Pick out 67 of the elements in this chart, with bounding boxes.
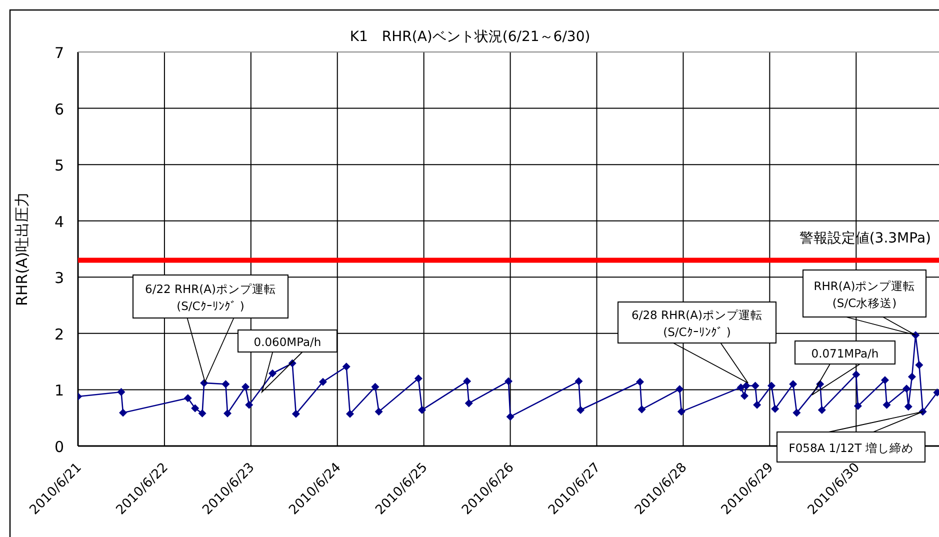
y-tick-label: 3 [54,269,64,288]
point [371,382,380,391]
point [677,408,686,416]
point [418,406,426,414]
point [751,382,760,390]
point [636,378,644,386]
point [222,380,230,388]
point [464,399,473,408]
point [184,394,192,402]
point [191,404,200,412]
y-tick-label: 4 [54,212,64,231]
point [742,382,750,390]
point [117,388,126,396]
point [789,380,798,388]
point [224,409,232,418]
annotation: RHR(A)ポンプ運転 (S/C水移送) [814,279,916,310]
point [676,385,684,394]
y-tick-label: 1 [54,382,64,400]
point [119,408,128,417]
point [414,374,422,382]
point [463,377,472,386]
y-tick-label: 2 [54,325,64,344]
annotation: 6/28 RHR(A)ポンプ運転 (S/Cｸｰﾘﾝｸﾞ ) [632,308,762,339]
y-tick-label: 6 [54,100,64,118]
point [904,402,912,411]
point [792,408,801,417]
point [346,410,354,418]
annotation: 6/28 RHR(A)ポンプ運転 (S/Cｸｰﾘﾝｸﾞ ) [618,302,776,384]
point [342,362,350,371]
annotation: F058A 1/12T 増し締め [776,411,926,462]
annotation: 0.071MPa/h [794,340,896,396]
y-axis-title: RHR(A)吐出圧力 [13,192,31,306]
point [374,408,383,416]
point [736,383,745,392]
point [292,410,300,418]
point [882,400,891,409]
point [504,377,512,386]
point [902,384,911,393]
point [852,370,860,379]
chart-title: K1 RHR(A)ベント状況(6/21～6/30) [350,29,590,45]
point [245,400,254,409]
point [198,409,206,418]
annotation: 0.060MPa/h [254,335,322,349]
point [574,377,583,386]
point [753,400,762,409]
point [242,382,250,391]
point [880,376,889,384]
point [576,406,585,414]
annotation: 0.071MPa/h [811,346,879,360]
point [767,382,776,390]
point [915,360,924,369]
annotation: RHR(A)ポンプ運転 (S/C水移送) [802,270,926,336]
point [268,369,277,378]
annotation: F058A 1/12T 増し締め [788,441,914,455]
point [318,378,327,386]
point [908,372,916,381]
point [818,406,826,414]
point [854,402,862,410]
point [740,392,748,400]
annotation: 6/22 RHR(A)ポンプ運転 (S/Cｸｰﾘﾝｸﾞ ) [145,282,276,313]
y-tick-label: 0 [54,438,64,456]
annotation: 0.060MPa/h [238,330,338,394]
point [638,405,646,414]
y-tick-label: 5 [54,156,64,175]
y-tick-label: 7 [54,44,64,62]
point [771,404,780,413]
point [506,412,514,421]
